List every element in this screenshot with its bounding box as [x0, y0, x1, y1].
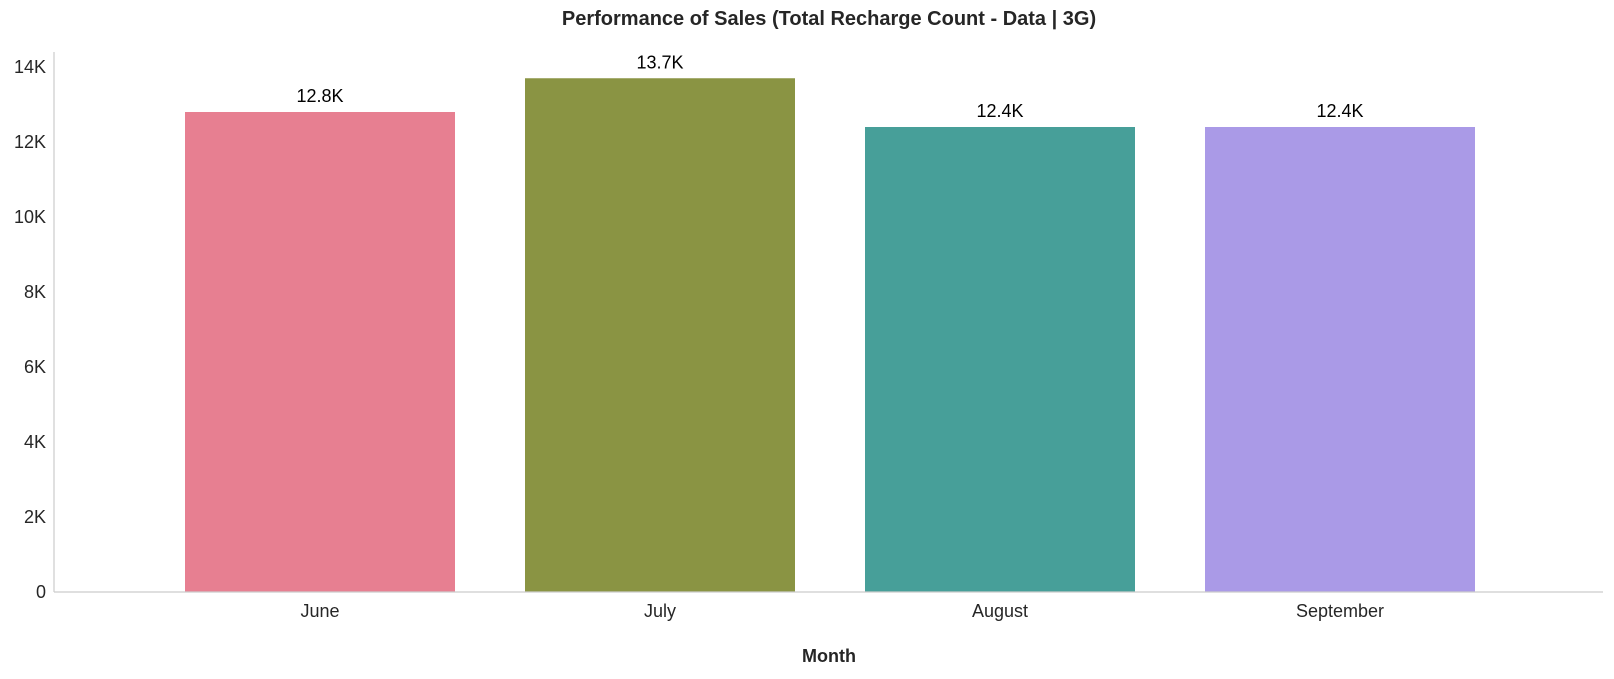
- chart-title: Performance of Sales (Total Recharge Cou…: [562, 8, 1096, 30]
- data-labels-group: 12.8K 13.7K 12.4K 12.4K: [296, 52, 1363, 121]
- bars-group: [185, 78, 1475, 592]
- y-tick-label: 4K: [24, 432, 46, 452]
- y-tick-label: 10K: [14, 207, 46, 227]
- bar-value-label: 12.4K: [1316, 101, 1363, 121]
- bar-september: [1205, 127, 1475, 592]
- x-axis-ticks: June July August September: [300, 601, 1384, 621]
- bar-value-label: 12.8K: [296, 86, 343, 106]
- bar-june: [185, 112, 455, 592]
- bar-july: [525, 78, 795, 592]
- y-tick-label: 2K: [24, 507, 46, 527]
- x-tick-label: June: [300, 601, 339, 621]
- x-axis-label: Month: [802, 646, 856, 666]
- y-tick-label: 8K: [24, 282, 46, 302]
- y-tick-label: 14K: [14, 57, 46, 77]
- y-tick-label: 6K: [24, 357, 46, 377]
- y-axis-ticks: 0 2K 4K 6K 8K 10K 12K 14K: [14, 57, 46, 602]
- bar-value-label: 12.4K: [976, 101, 1023, 121]
- bar-value-label: 13.7K: [636, 52, 683, 72]
- x-tick-label: August: [972, 601, 1028, 621]
- x-tick-label: September: [1296, 601, 1384, 621]
- x-tick-label: July: [644, 601, 676, 621]
- y-tick-label: 0: [36, 582, 46, 602]
- bar-august: [865, 127, 1135, 592]
- y-tick-label: 12K: [14, 132, 46, 152]
